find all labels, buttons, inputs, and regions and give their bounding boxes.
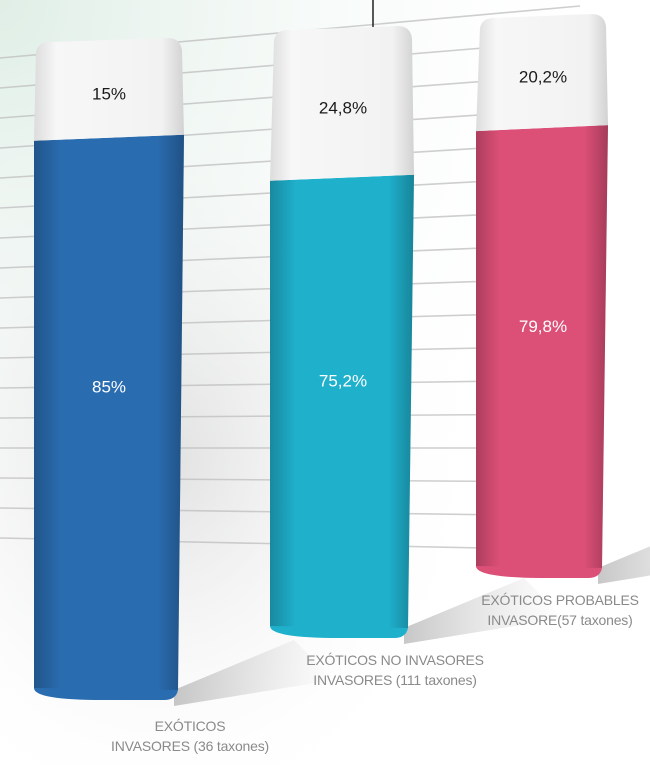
bar-segment-shading bbox=[270, 174, 414, 628]
value-label-cap: 15% bbox=[92, 84, 126, 103]
value-label-main: 75,2% bbox=[319, 372, 367, 391]
value-label-cap: 24,8% bbox=[319, 98, 367, 117]
bar-segment-cap bbox=[476, 14, 608, 132]
bar-segment-shading bbox=[34, 134, 184, 690]
category-label-line: EXÓTICOS NO INVASORES bbox=[306, 652, 484, 668]
category-label: EXÓTICOS NO INVASORES INVASORES (111 taxo… bbox=[290, 650, 500, 690]
category-label-line: EXÓTICOS PROBABLES bbox=[481, 592, 639, 608]
category-label-line: INVASORES (36 taxones) bbox=[111, 738, 269, 754]
bar-shadows bbox=[174, 546, 650, 706]
value-label-main: 79,8% bbox=[519, 317, 567, 336]
bar-segment-cap bbox=[270, 26, 414, 181]
bar-segment-cap bbox=[34, 38, 184, 141]
value-labels: 15% 85% 24,8% 75,2% 20,2% 79,8% bbox=[92, 68, 567, 397]
value-label-cap: 20,2% bbox=[519, 68, 567, 87]
category-label-line: INVASORES (111 taxones) bbox=[313, 672, 477, 688]
category-label: EXÓTICOS INVASORES (36 taxones) bbox=[90, 716, 290, 756]
bar-shadow bbox=[404, 578, 564, 644]
category-label-line: EXÓTICOS bbox=[154, 718, 226, 734]
category-label-line: INVASORE(57 taxones) bbox=[487, 612, 633, 628]
bar-shadow bbox=[598, 546, 650, 584]
bars bbox=[34, 14, 608, 700]
category-label: EXÓTICOS PROBABLES INVASORE(57 taxones) bbox=[470, 590, 650, 630]
bar-shadow bbox=[174, 640, 334, 706]
bar-segment-shading bbox=[476, 125, 608, 569]
value-label-main: 85% bbox=[92, 377, 126, 396]
